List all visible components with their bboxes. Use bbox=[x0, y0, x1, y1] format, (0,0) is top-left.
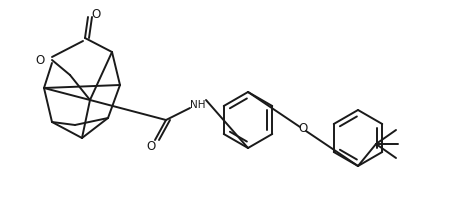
Text: O: O bbox=[147, 140, 156, 153]
Text: O: O bbox=[92, 8, 101, 20]
Text: O: O bbox=[35, 54, 44, 66]
Text: O: O bbox=[298, 122, 308, 135]
Text: NH: NH bbox=[190, 100, 206, 110]
